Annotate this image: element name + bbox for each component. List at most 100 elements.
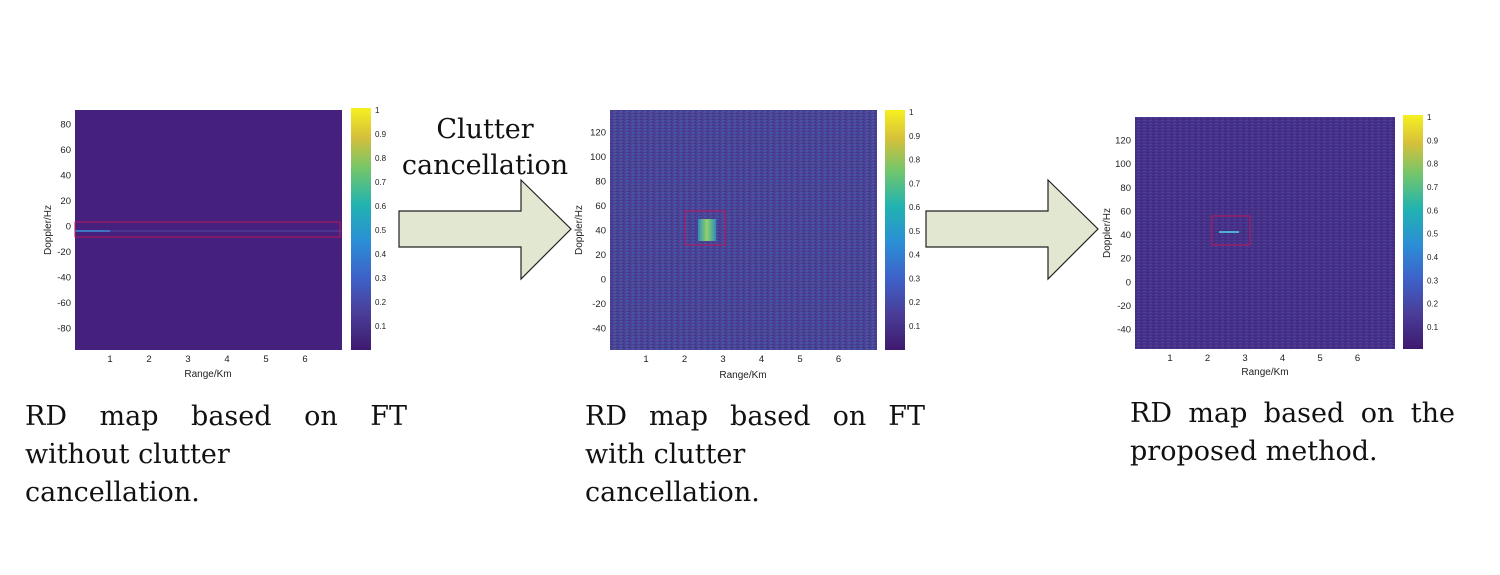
colorbar-tick-label: 0.2	[1427, 300, 1439, 309]
colorbar-tick-label: 0.3	[375, 274, 387, 283]
x-tick-label: 1	[107, 354, 112, 365]
caption-line-2: without clutter cancellation.	[25, 439, 230, 508]
arrow-label-line1: Clutter	[436, 114, 534, 145]
y-tick-label: 40	[595, 226, 606, 237]
colorbar-tick-label: 0.5	[909, 227, 921, 236]
y-tick-label: 80	[60, 120, 71, 131]
target-blob	[698, 219, 716, 241]
caption-line-1: RD map based on the	[1130, 398, 1455, 429]
plot-area	[1135, 117, 1395, 349]
highlight-box	[74, 221, 341, 238]
x-tick-label: 1	[643, 354, 648, 365]
x-tick-label: 3	[720, 354, 725, 365]
colorbar-tick-labels: 1 0.9 0.8 0.7 0.6 0.5 0.4 0.3 0.2 0.1	[375, 106, 387, 331]
x-tick-label: 5	[1317, 353, 1322, 364]
y-tick-label: -60	[57, 298, 71, 309]
plot-area	[75, 110, 342, 350]
arrow-proposed-method	[925, 178, 1099, 281]
colorbar-tick-label: 1	[375, 106, 380, 115]
colorbar	[351, 108, 371, 350]
colorbar-tick-label: 0.6	[909, 203, 921, 212]
y-tick-label: -20	[1117, 301, 1131, 312]
y-tick-label: -40	[57, 273, 71, 284]
x-tick-label: 2	[1205, 353, 1210, 364]
y-axis-label: Doppler/Hz	[43, 205, 54, 255]
colorbar-tick-label: 0.4	[909, 251, 921, 260]
y-tick-label: 20	[60, 196, 71, 207]
x-tick-label: 4	[1280, 353, 1285, 364]
x-tick-label: 6	[1355, 353, 1360, 364]
colorbar-tick-label: 0.4	[375, 250, 387, 259]
y-tick-label: 120	[1115, 136, 1131, 147]
x-tick-label: 5	[797, 354, 802, 365]
rd-map-plot-1: 80 60 40 20 0 -20 -40 -60 -80 1 2 3 4 5 6 1 0.9 0.8 0.7 0…	[43, 106, 387, 380]
colorbar-tick-label: 0.3	[1427, 276, 1439, 285]
colorbar-tick-label: 0.1	[1427, 323, 1439, 332]
x-tick-label: 6	[302, 354, 307, 365]
colorbar-tick-label: 0.1	[375, 322, 387, 331]
y-tick-label: 60	[595, 201, 606, 212]
x-tick-label: 5	[263, 354, 268, 365]
x-tick-label: 3	[1242, 353, 1247, 364]
x-tick-labels: 1 2 3 4 5 6	[1167, 353, 1360, 364]
y-tick-label: 80	[1120, 183, 1131, 194]
y-tick-label: 40	[1120, 230, 1131, 241]
y-tick-label: -40	[1117, 325, 1131, 336]
y-axis-label: Doppler/Hz	[574, 205, 585, 255]
y-tick-labels: 120 100 80 60 40 20 0 -20 -40	[590, 128, 606, 335]
caption-line-2: with clutter cancellation.	[585, 439, 760, 508]
colorbar-tick-label: 0.6	[375, 202, 387, 211]
colorbar-tick-labels: 1 0.9 0.8 0.7 0.6 0.5 0.4 0.3 0.2 0.1	[1427, 113, 1439, 332]
x-tick-labels: 1 2 3 4 5 6	[107, 354, 307, 365]
colorbar-tick-label: 0.4	[1427, 253, 1439, 262]
highlight-box	[684, 210, 726, 246]
x-axis-label: Range/Km	[1241, 367, 1288, 378]
colorbar-tick-label: 0.1	[909, 322, 921, 331]
caption-panel-2: RD map based on FT with clutter cancella…	[585, 398, 925, 512]
colorbar-tick-label: 0.2	[375, 298, 387, 307]
rd-map-panel-ft-with-cancellation: 120 100 80 60 40 20 0 -20 -40 1 2 3 4 5 6 1 0.9 0.8 0.7 0…	[565, 100, 935, 385]
y-tick-labels: 120 100 80 60 40 20 0 -20 -40	[1115, 136, 1131, 336]
caption-panel-1: RD map based on FT without clutter cance…	[25, 398, 407, 512]
y-tick-label: 100	[1115, 159, 1131, 170]
caption-line-1: RD map based on FT	[25, 401, 407, 432]
colorbar-tick-label: 1	[1427, 113, 1432, 122]
arrow-label: Clutter cancellation	[395, 112, 575, 184]
colorbar-tick-label: 0.9	[1427, 136, 1439, 145]
x-tick-label: 2	[146, 354, 151, 365]
rd-map-plot-3: 120 100 80 60 40 20 0 -20 -40 1 2 3 4 5 6 1 0.9 0.8 0.7 0…	[1102, 113, 1439, 378]
rd-map-panel-proposed-method: 120 100 80 60 40 20 0 -20 -40 1 2 3 4 5 6 1 0.9 0.8 0.7 0…	[1095, 105, 1465, 385]
y-tick-label: 20	[595, 250, 606, 261]
arrow-label-line2: cancellation	[401, 150, 569, 181]
x-tick-label: 4	[759, 354, 764, 365]
plot-area	[610, 110, 877, 350]
colorbar-tick-label: 0.9	[909, 132, 921, 141]
x-tick-label: 6	[836, 354, 841, 365]
colorbar-tick-label: 0.8	[909, 156, 921, 165]
caption-line-1: RD map based on FT	[585, 401, 925, 432]
caption-line-2: proposed method.	[1130, 436, 1378, 467]
rd-map-panel-ft-no-cancellation: 80 60 40 20 0 -20 -40 -60 -80 1 2 3 4 5 6 1 0.9 0.8 0.7 0…	[35, 100, 405, 385]
y-tick-label: 0	[601, 275, 606, 286]
colorbar-tick-label: 0.7	[909, 179, 921, 188]
highlight-box	[1211, 215, 1251, 246]
x-tick-labels: 1 2 3 4 5 6	[643, 354, 841, 365]
colorbar-tick-label: 1	[909, 108, 914, 117]
x-axis-label: Range/Km	[719, 370, 766, 381]
colorbar-tick-label: 0.7	[375, 178, 387, 187]
y-tick-label: 0	[1126, 277, 1131, 288]
y-tick-label: -20	[592, 299, 606, 310]
y-tick-label: 20	[1120, 254, 1131, 265]
colorbar-tick-label: 0.7	[1427, 183, 1439, 192]
arrow-clutter-cancellation	[398, 178, 572, 281]
y-tick-label: -20	[57, 247, 71, 258]
y-axis-label: Doppler/Hz	[1102, 208, 1113, 258]
y-tick-label: 60	[1120, 206, 1131, 217]
x-tick-label: 2	[682, 354, 687, 365]
x-axis-label: Range/Km	[184, 369, 231, 380]
colorbar-tick-labels: 1 0.9 0.8 0.7 0.6 0.5 0.4 0.3 0.2 0.1	[909, 108, 921, 331]
y-tick-labels: 80 60 40 20 0 -20 -40 -60 -80	[57, 120, 71, 335]
colorbar	[885, 110, 905, 350]
y-tick-label: -80	[57, 324, 71, 335]
y-tick-label: 0	[66, 222, 71, 233]
